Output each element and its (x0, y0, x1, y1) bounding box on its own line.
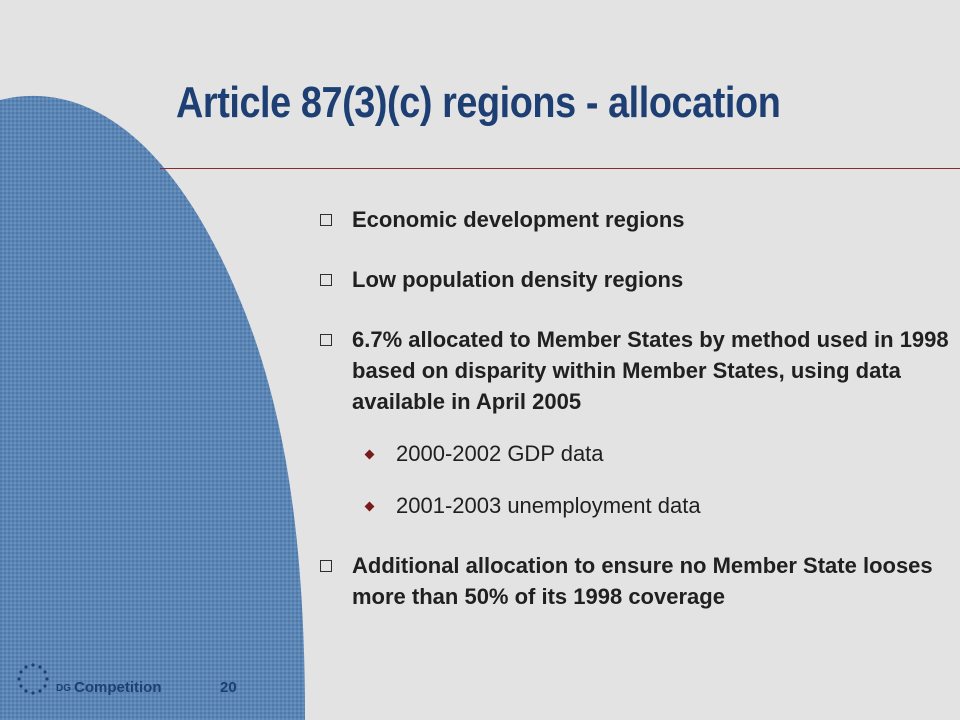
slide-footer: DG Competition 20 (16, 662, 276, 702)
bullet-item: Economic development regions (316, 204, 956, 235)
square-bullet-icon (320, 560, 332, 572)
footer-dg-label: DG (56, 683, 71, 694)
sub-bullet-item: 2001-2003 unemployment data (316, 490, 956, 521)
footer-label: Competition (74, 679, 162, 696)
page-number: 20 (220, 679, 237, 696)
eu-stars-icon (17, 663, 49, 695)
diamond-bullet-icon (364, 501, 375, 512)
square-bullet-icon (320, 214, 332, 226)
square-bullet-icon (320, 334, 332, 346)
bullet-text: Additional allocation to ensure no Membe… (352, 553, 933, 609)
sub-bullet-text: 2000-2002 GDP data (396, 441, 604, 466)
bullet-text: Low population density regions (352, 267, 684, 292)
title-divider (160, 168, 960, 169)
bullet-text: 6.7% allocated to Member States by metho… (352, 327, 949, 414)
slide-content: Economic development regions Low populat… (316, 204, 956, 612)
bullet-text: Economic development regions (352, 207, 685, 232)
bullet-item: Low population density regions (316, 264, 956, 295)
diamond-bullet-icon (364, 449, 375, 460)
sub-bullet-item: 2000-2002 GDP data (316, 438, 956, 469)
bullet-item: 6.7% allocated to Member States by metho… (316, 324, 956, 417)
sub-bullet-text: 2001-2003 unemployment data (396, 493, 701, 518)
bullet-item: Additional allocation to ensure no Membe… (316, 550, 956, 612)
square-bullet-icon (320, 274, 332, 286)
slide-title: Article 87(3)(c) regions - allocation (176, 78, 781, 127)
